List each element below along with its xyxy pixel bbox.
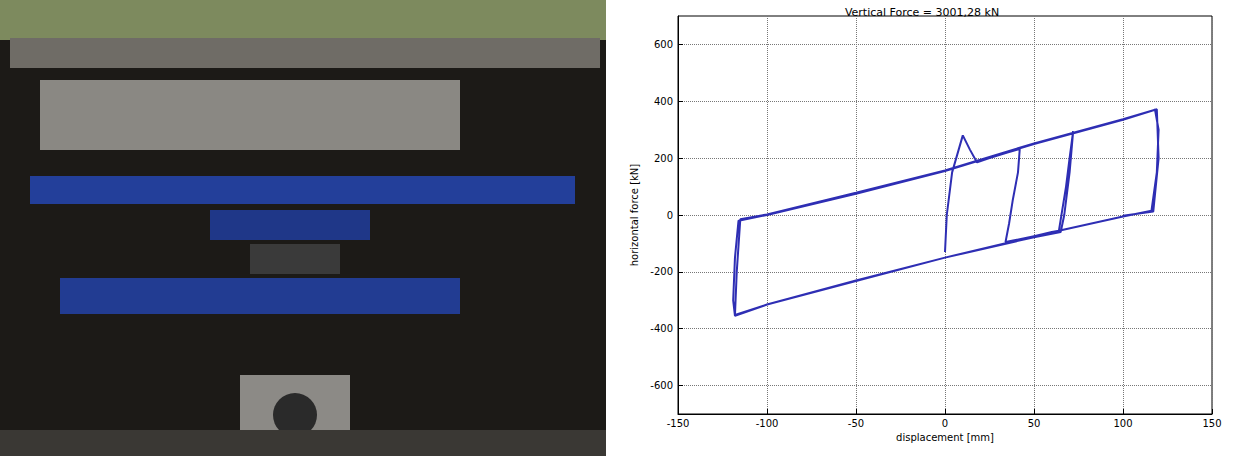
svg-text:horizontal force [kN]: horizontal force [kN] (629, 164, 640, 267)
svg-text:-50: -50 (848, 418, 864, 429)
svg-text:100: 100 (1113, 418, 1132, 429)
svg-text:600: 600 (654, 39, 673, 50)
svg-text:-400: -400 (650, 323, 673, 334)
svg-text:Vertical Force = 3001,28 kN: Vertical Force = 3001,28 kN (845, 6, 999, 19)
svg-text:400: 400 (654, 96, 673, 107)
svg-text:150: 150 (1202, 418, 1221, 429)
svg-text:50: 50 (1028, 418, 1041, 429)
svg-text:0: 0 (667, 210, 673, 221)
svg-text:displacement [mm]: displacement [mm] (896, 432, 994, 443)
svg-text:-100: -100 (756, 418, 779, 429)
svg-text:200: 200 (654, 153, 673, 164)
svg-text:-150: -150 (667, 418, 690, 429)
svg-text:-200: -200 (650, 266, 673, 277)
svg-text:0: 0 (942, 418, 948, 429)
svg-text:-600: -600 (650, 380, 673, 391)
